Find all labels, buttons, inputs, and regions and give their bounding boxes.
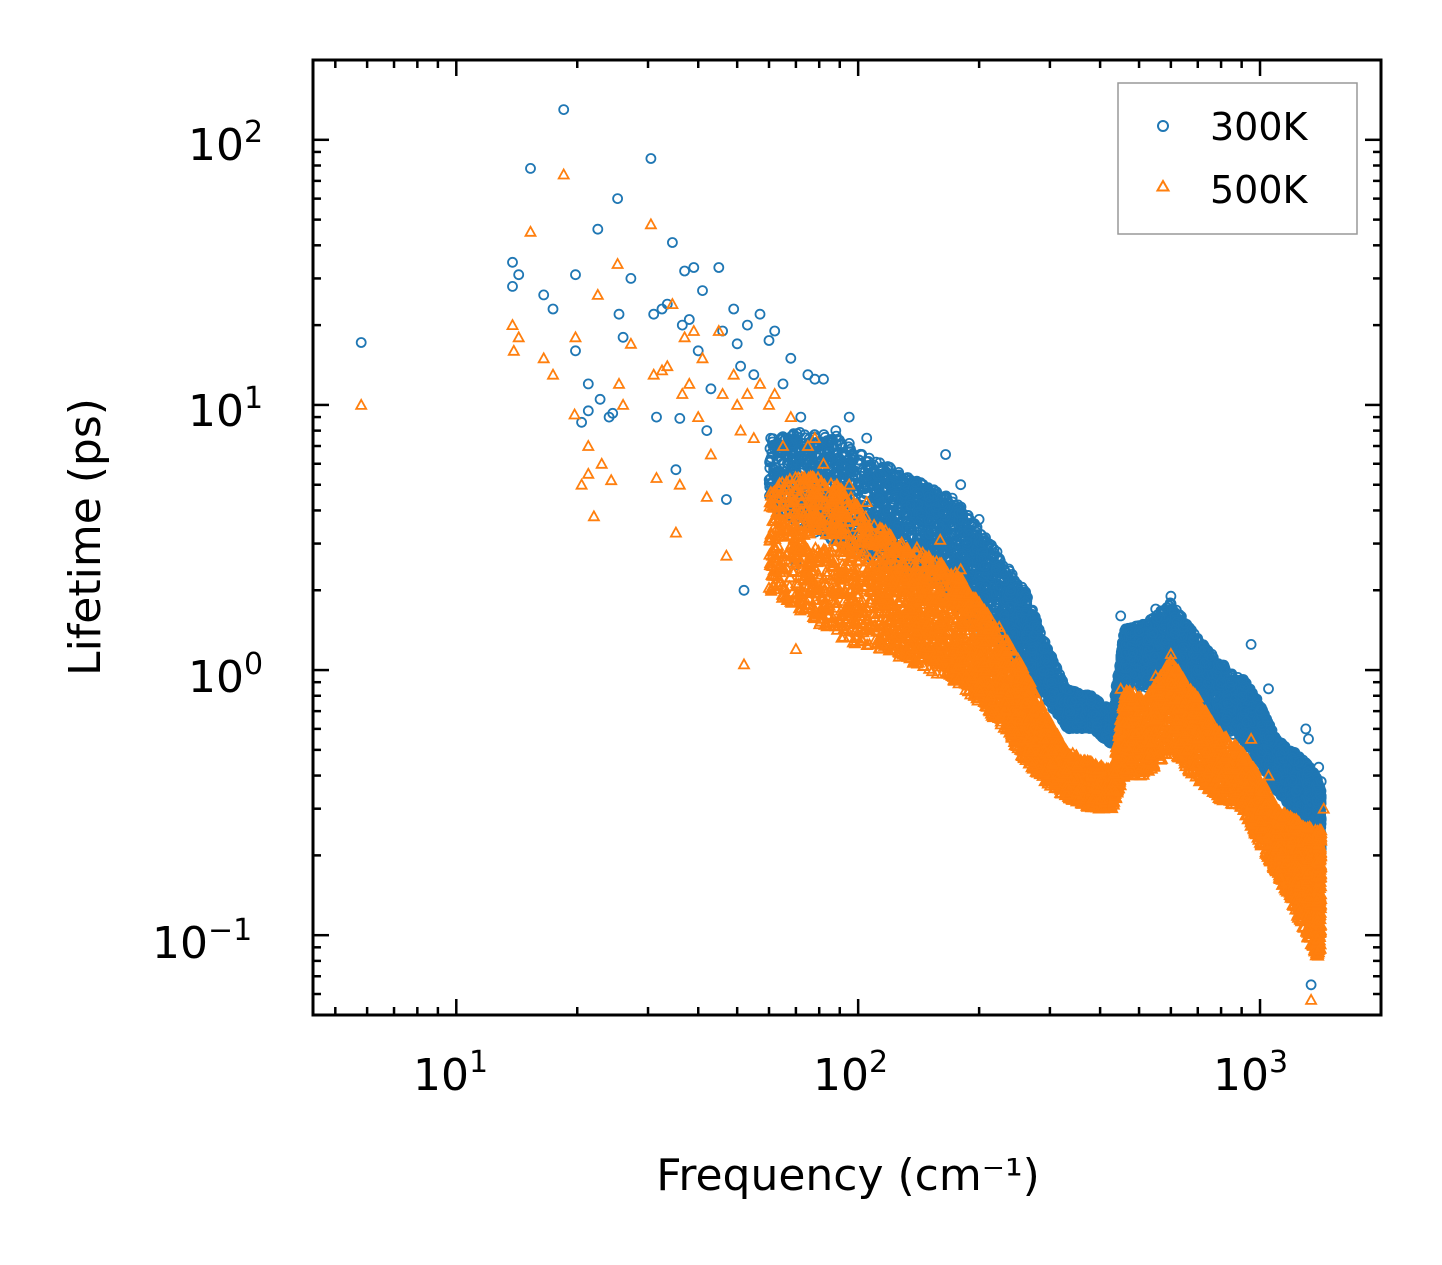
point-300k [763, 474, 775, 486]
point-300k [786, 438, 798, 449]
points-layer [354, 104, 1331, 1005]
point-300k [843, 437, 855, 449]
point-300k [872, 470, 883, 482]
point-300k [853, 478, 865, 490]
plot-area [354, 104, 1331, 1005]
point-300k [839, 469, 850, 481]
point-300k [835, 458, 847, 470]
point-300k [821, 451, 833, 463]
point-300k [822, 447, 834, 459]
point-300k [886, 468, 897, 480]
point-300k [838, 447, 850, 458]
point-300k [792, 457, 804, 469]
point-300k [775, 446, 787, 458]
point-300k [870, 456, 882, 468]
